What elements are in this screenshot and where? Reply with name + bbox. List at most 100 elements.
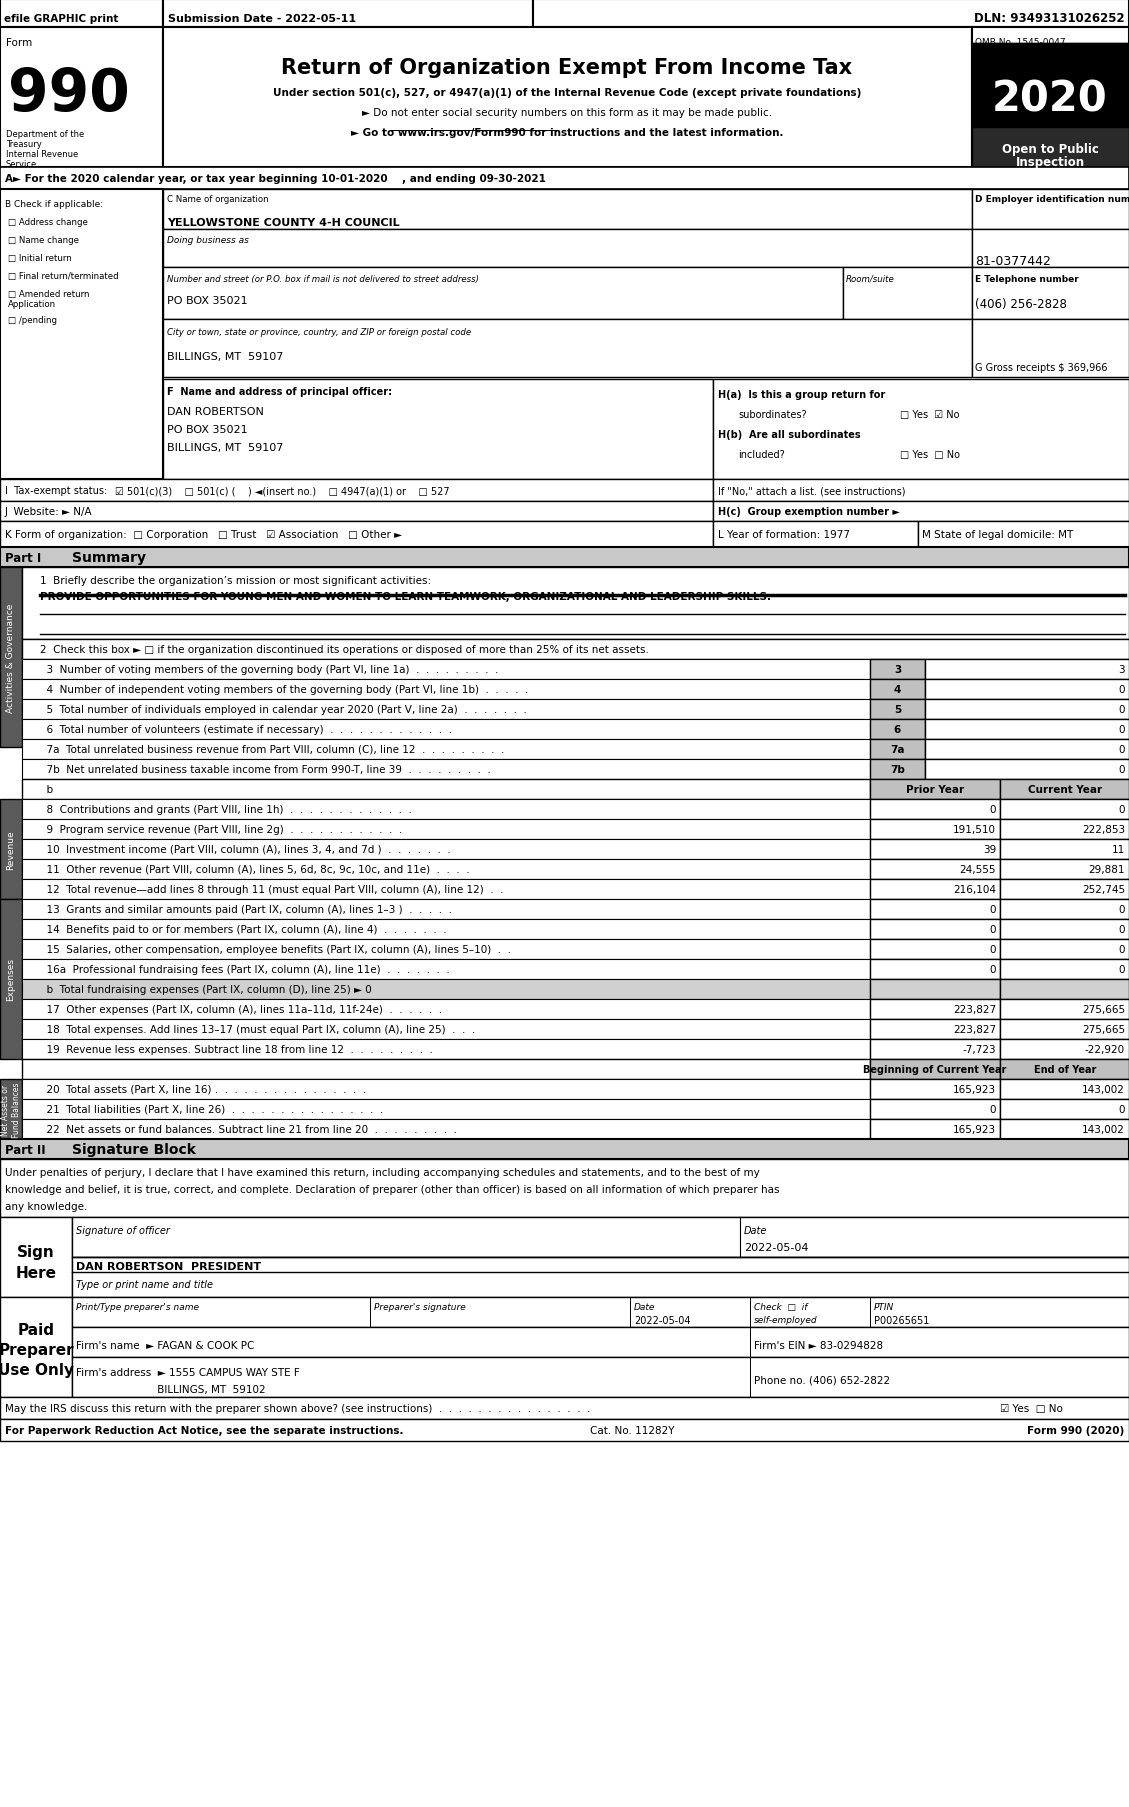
Bar: [21, 880, 870, 900]
Text: Return of Organization Exempt From Income Tax: Return of Organization Exempt From Incom…: [281, 58, 852, 78]
Text: DLN: 93493131026252: DLN: 93493131026252: [974, 13, 1124, 25]
Bar: [1000, 1059, 1129, 1079]
Text: 191,510: 191,510: [953, 824, 996, 835]
Text: DAN ROBERTSON: DAN ROBERTSON: [167, 407, 264, 417]
Bar: [870, 860, 1000, 880]
Text: F  Name and address of principal officer:: F Name and address of principal officer:: [167, 387, 392, 398]
Bar: [21, 799, 870, 820]
Bar: [163, 27, 972, 168]
Text: J  Website: ► N/A: J Website: ► N/A: [5, 506, 93, 517]
Text: Paid: Paid: [18, 1323, 54, 1337]
Text: 222,853: 222,853: [1082, 824, 1124, 835]
Bar: [870, 920, 1000, 940]
Bar: [0, 1297, 72, 1397]
Text: 2022-05-04: 2022-05-04: [744, 1243, 808, 1252]
Bar: [870, 739, 925, 759]
Bar: [533, 0, 1129, 27]
Text: 0: 0: [1119, 925, 1124, 934]
Text: City or town, state or province, country, and ZIP or foreign postal code: City or town, state or province, country…: [167, 327, 471, 336]
Text: Firm's address  ► 1555 CAMPUS WAY STE F: Firm's address ► 1555 CAMPUS WAY STE F: [76, 1368, 300, 1377]
Bar: [0, 567, 21, 748]
Text: 6  Total number of volunteers (estimate if necessary)  .  .  .  .  .  .  .  .  .: 6 Total number of volunteers (estimate i…: [40, 725, 452, 735]
Text: PTIN: PTIN: [874, 1303, 894, 1312]
Bar: [925, 699, 1129, 719]
Text: 0: 0: [989, 905, 996, 914]
Text: Submission Date - 2022-05-11: Submission Date - 2022-05-11: [168, 14, 356, 23]
Bar: [163, 379, 714, 479]
Text: OMB No. 1545-0047: OMB No. 1545-0047: [975, 38, 1066, 47]
Text: Room/suite: Room/suite: [846, 275, 895, 284]
Bar: [870, 699, 925, 719]
Bar: [870, 900, 1000, 920]
Text: b  Total fundraising expenses (Part IX, column (D), line 25) ► 0: b Total fundraising expenses (Part IX, c…: [40, 985, 371, 994]
Text: Service: Service: [6, 159, 37, 168]
Bar: [870, 940, 1000, 960]
Bar: [163, 229, 972, 267]
Text: Here: Here: [16, 1265, 56, 1279]
Text: 12  Total revenue—add lines 8 through 11 (must equal Part VIII, column (A), line: 12 Total revenue—add lines 8 through 11 …: [40, 884, 504, 894]
Text: May the IRS discuss this return with the preparer shown above? (see instructions: May the IRS discuss this return with the…: [5, 1404, 590, 1413]
Text: 0: 0: [1119, 1104, 1124, 1115]
Bar: [21, 1019, 870, 1039]
Text: 0: 0: [989, 1104, 996, 1115]
Text: DAN ROBERTSON  PRESIDENT: DAN ROBERTSON PRESIDENT: [76, 1261, 261, 1272]
Bar: [21, 739, 870, 759]
Text: Beginning of Current Year: Beginning of Current Year: [864, 1064, 1007, 1075]
Text: Revenue: Revenue: [7, 829, 16, 869]
Bar: [0, 502, 714, 522]
Text: 16a  Professional fundraising fees (Part IX, column (A), line 11e)  .  .  .  .  : 16a Professional fundraising fees (Part …: [40, 965, 449, 974]
Bar: [1000, 799, 1129, 820]
Bar: [21, 567, 1129, 640]
Text: 0: 0: [1119, 965, 1124, 974]
Text: 0: 0: [1119, 705, 1124, 714]
Bar: [918, 522, 1129, 548]
Bar: [163, 190, 972, 229]
Bar: [0, 1218, 72, 1297]
Bar: [1000, 1119, 1129, 1140]
Text: Date: Date: [634, 1303, 655, 1312]
Bar: [925, 739, 1129, 759]
Bar: [870, 880, 1000, 900]
Text: 0: 0: [1119, 744, 1124, 755]
Text: H(c)  Group exemption number ►: H(c) Group exemption number ►: [718, 506, 900, 517]
Text: 81-0377442: 81-0377442: [975, 255, 1051, 267]
Text: 20  Total assets (Part X, line 16) .  .  .  .  .  .  .  .  .  .  .  .  .  .  .  : 20 Total assets (Part X, line 16) . . . …: [40, 1084, 366, 1095]
Bar: [21, 860, 870, 880]
Bar: [0, 168, 1129, 190]
Bar: [0, 479, 714, 502]
Text: 2  Check this box ► □ if the organization discontinued its operations or dispose: 2 Check this box ► □ if the organization…: [40, 645, 649, 654]
Text: Preparer: Preparer: [0, 1343, 73, 1357]
Bar: [1000, 940, 1129, 960]
Text: 143,002: 143,002: [1082, 1084, 1124, 1095]
Bar: [72, 1357, 1129, 1397]
Text: 165,923: 165,923: [953, 1124, 996, 1135]
Text: Check  □  if: Check □ if: [754, 1303, 807, 1312]
Bar: [1000, 840, 1129, 860]
Text: Inspection: Inspection: [1015, 155, 1085, 168]
Bar: [21, 1039, 870, 1059]
Bar: [870, 840, 1000, 860]
Text: 0: 0: [1119, 725, 1124, 735]
Text: Under section 501(c), 527, or 4947(a)(1) of the Internal Revenue Code (except pr: Under section 501(c), 527, or 4947(a)(1)…: [273, 89, 861, 98]
Text: Prior Year: Prior Year: [905, 784, 964, 795]
Text: (406) 256-2828: (406) 256-2828: [975, 298, 1067, 311]
Bar: [714, 522, 918, 548]
Bar: [1000, 860, 1129, 880]
Bar: [870, 759, 925, 779]
Text: 4  Number of independent voting members of the governing body (Part VI, line 1b): 4 Number of independent voting members o…: [40, 685, 528, 694]
Text: 39: 39: [982, 844, 996, 855]
Text: 275,665: 275,665: [1082, 1025, 1124, 1034]
Text: 2020: 2020: [992, 80, 1108, 121]
Text: End of Year: End of Year: [1034, 1064, 1096, 1075]
Text: 0: 0: [989, 945, 996, 954]
Text: For Paperwork Reduction Act Notice, see the separate instructions.: For Paperwork Reduction Act Notice, see …: [5, 1426, 403, 1435]
Bar: [21, 820, 870, 840]
Text: PO BOX 35021: PO BOX 35021: [167, 425, 247, 435]
Bar: [972, 27, 1129, 168]
Text: 1  Briefly describe the organization’s mission or most significant activities:: 1 Briefly describe the organization’s mi…: [40, 576, 431, 585]
Text: If "No," attach a list. (see instructions): If "No," attach a list. (see instruction…: [718, 486, 905, 495]
Text: Firm's EIN ► 83-0294828: Firm's EIN ► 83-0294828: [754, 1341, 883, 1350]
Bar: [0, 900, 21, 1059]
Bar: [0, 0, 163, 27]
Text: 9  Program service revenue (Part VIII, line 2g)  .  .  .  .  .  .  .  .  .  .  .: 9 Program service revenue (Part VIII, li…: [40, 824, 402, 835]
